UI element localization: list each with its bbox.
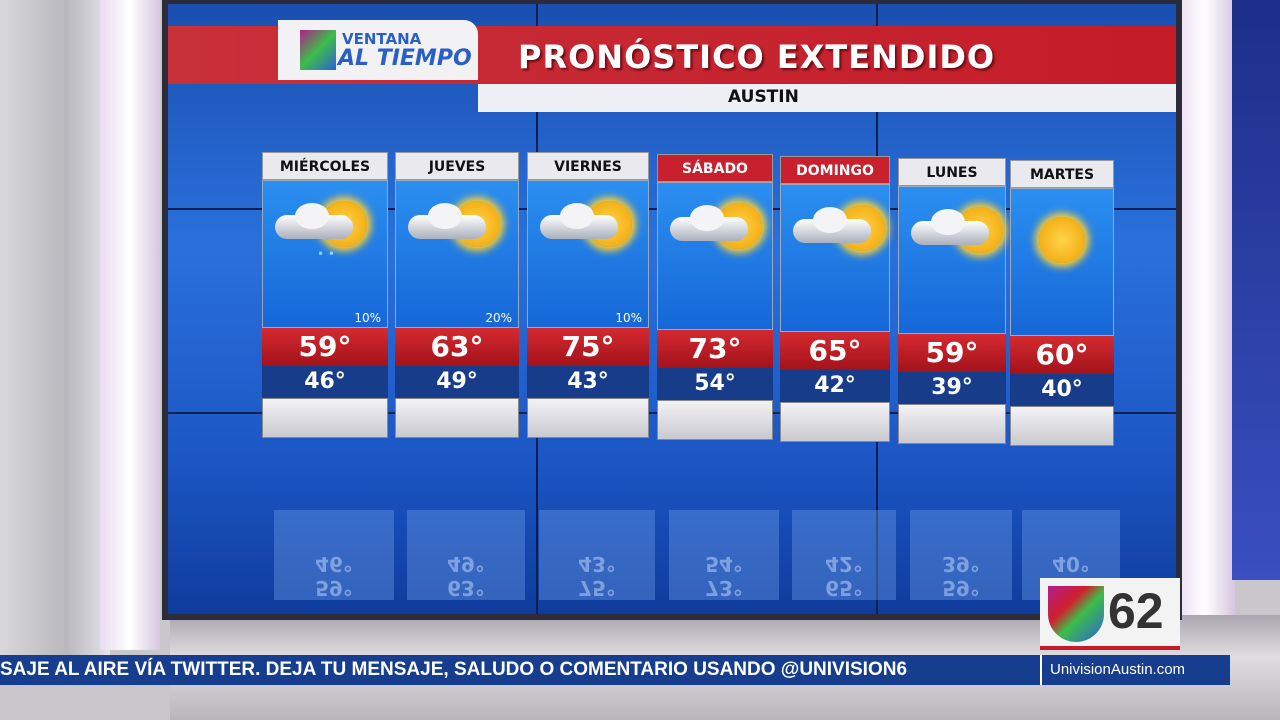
cloud-icon bbox=[793, 207, 871, 243]
forecast-title: PRONÓSTICO EXTENDIDO bbox=[518, 38, 996, 76]
forecast-day-6: MARTES 60° 40° bbox=[1010, 160, 1114, 460]
reflected-low: 42° bbox=[825, 552, 863, 576]
floor-reflection: 65° 42° bbox=[792, 510, 896, 600]
card-footer bbox=[780, 402, 890, 442]
location-label: AUSTIN bbox=[728, 87, 799, 107]
sunny-icon bbox=[1039, 217, 1085, 263]
logo-text: VENTANA bbox=[342, 30, 422, 48]
studio-background-left bbox=[0, 0, 110, 660]
low-temp: 43° bbox=[527, 366, 649, 398]
forecast-day-4: DOMINGO 65° 42° bbox=[780, 156, 890, 456]
weather-sky bbox=[657, 182, 773, 330]
website-label: UnivisionAustin.com bbox=[1040, 655, 1230, 685]
forecast-day-5: LUNES 59° 39° bbox=[898, 158, 1006, 458]
low-temp: 46° bbox=[262, 366, 388, 398]
reflected-low: 46° bbox=[315, 552, 353, 576]
high-temp: 59° bbox=[262, 328, 388, 366]
reflected-high: 65° bbox=[825, 576, 863, 600]
cloud-icon bbox=[670, 205, 748, 241]
precip-chance: 10% bbox=[615, 311, 642, 325]
rain-drops-icon: • • bbox=[317, 247, 335, 261]
reflected-low: 54° bbox=[705, 552, 743, 576]
cloud-icon bbox=[540, 203, 618, 239]
studio-pillar-right bbox=[1175, 0, 1235, 650]
cloud-icon bbox=[275, 203, 353, 239]
studio-screen-right bbox=[1232, 0, 1280, 580]
weather-sky: • • 10% bbox=[262, 180, 388, 328]
card-footer bbox=[1010, 406, 1114, 446]
forecast-day-1: JUEVES 20% 63° 49° bbox=[395, 152, 519, 452]
high-temp: 60° bbox=[1010, 336, 1114, 374]
floor-reflection: 59° 39° bbox=[910, 510, 1012, 600]
reflected-low: 43° bbox=[578, 552, 616, 576]
weather-sky: 10% bbox=[527, 180, 649, 328]
day-name: MARTES bbox=[1010, 160, 1114, 188]
channel-number: 62 bbox=[1108, 583, 1164, 639]
high-temp: 65° bbox=[780, 332, 890, 370]
reflected-low: 39° bbox=[942, 552, 980, 576]
floor-reflection: 75° 43° bbox=[539, 510, 655, 600]
forecast-day-0: MIÉRCOLES • • 10% 59° 46° bbox=[262, 152, 388, 452]
ventana-al-tiempo-logo: VENTANA AL TIEMPO bbox=[278, 20, 478, 80]
card-footer bbox=[657, 400, 773, 440]
cloud-icon bbox=[408, 203, 486, 239]
forecast-day-3: SÁBADO 73° 54° bbox=[657, 154, 773, 454]
station-bug: 62 bbox=[1040, 578, 1180, 650]
high-temp: 73° bbox=[657, 330, 773, 368]
weather-sky bbox=[898, 186, 1006, 334]
card-footer bbox=[395, 398, 519, 438]
high-temp: 75° bbox=[527, 328, 649, 366]
low-temp: 49° bbox=[395, 366, 519, 398]
studio-pillar-left bbox=[100, 0, 160, 650]
precip-chance: 20% bbox=[485, 311, 512, 325]
low-temp: 40° bbox=[1010, 374, 1114, 406]
high-temp: 59° bbox=[898, 334, 1006, 372]
floor-reflection: 73° 54° bbox=[669, 510, 779, 600]
ticker-text: SAJE AL AIRE VÍA TWITTER. DEJA TU MENSAJ… bbox=[0, 659, 908, 680]
floor-reflection: 63° 49° bbox=[407, 510, 525, 600]
weather-sky bbox=[1010, 188, 1114, 336]
card-footer bbox=[527, 398, 649, 438]
card-footer bbox=[898, 404, 1006, 444]
reflected-high: 59° bbox=[315, 576, 353, 600]
univision-logo-icon bbox=[300, 30, 336, 70]
forecast-day-2: VIERNES 10% 75° 43° bbox=[527, 152, 649, 452]
day-name: LUNES bbox=[898, 158, 1006, 186]
reflected-high: 75° bbox=[578, 576, 616, 600]
reflected-low: 40° bbox=[1052, 552, 1090, 576]
weather-sky bbox=[780, 184, 890, 332]
reflected-high: 63° bbox=[447, 576, 485, 600]
low-temp: 54° bbox=[657, 368, 773, 400]
card-footer bbox=[262, 398, 388, 438]
reflected-high: 59° bbox=[942, 576, 980, 600]
reflected-low: 49° bbox=[447, 552, 485, 576]
floor-reflection: 59° 46° bbox=[274, 510, 394, 600]
day-name: SÁBADO bbox=[657, 154, 773, 182]
precip-chance: 10% bbox=[354, 311, 381, 325]
day-name: DOMINGO bbox=[780, 156, 890, 184]
univision-logo-icon bbox=[1048, 586, 1104, 642]
low-temp: 42° bbox=[780, 370, 890, 402]
day-name: MIÉRCOLES bbox=[262, 152, 388, 180]
high-temp: 63° bbox=[395, 328, 519, 366]
weather-sky: 20% bbox=[395, 180, 519, 328]
day-name: VIERNES bbox=[527, 152, 649, 180]
news-ticker: SAJE AL AIRE VÍA TWITTER. DEJA TU MENSAJ… bbox=[0, 655, 1040, 685]
location-bar bbox=[478, 84, 1176, 112]
day-name: JUEVES bbox=[395, 152, 519, 180]
cloud-icon bbox=[911, 209, 989, 245]
reflected-high: 73° bbox=[705, 576, 743, 600]
logo-text: AL TIEMPO bbox=[338, 46, 472, 71]
low-temp: 39° bbox=[898, 372, 1006, 404]
